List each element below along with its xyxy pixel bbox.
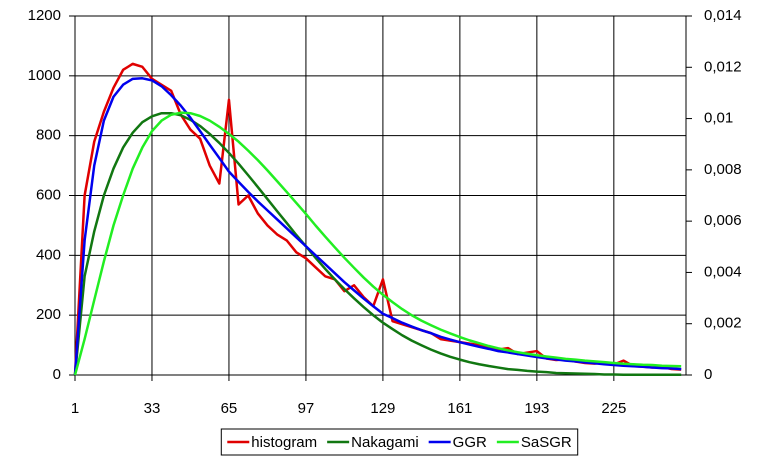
y2-tick-label: 0,004 (704, 263, 742, 280)
x-tick-label: 33 (144, 400, 161, 417)
y2-tick-label: 0,012 (704, 58, 742, 75)
x-tick-label: 161 (447, 400, 472, 417)
x-tick-label: 193 (524, 400, 549, 417)
y-tick-label: 600 (36, 186, 61, 203)
y2-tick-label: 0,006 (704, 212, 742, 229)
series-line (73, 62, 682, 376)
y-tick-label: 400 (36, 246, 61, 263)
series-line (73, 77, 682, 376)
y-tick-label: 800 (36, 127, 61, 144)
legend-label: SaSGR (521, 434, 572, 451)
series-line (73, 111, 682, 376)
y2-tick-label: 0,01 (704, 110, 733, 127)
legend: histogram Nakagami GGR SaSGR (220, 428, 579, 456)
x-tick-label: 65 (221, 400, 238, 417)
x-tick-label: 97 (298, 400, 315, 417)
y2-tick-label: 0,008 (704, 161, 742, 178)
x-tick-label: 225 (601, 400, 626, 417)
y-tick-label: 200 (36, 306, 61, 323)
y-tick-label: 1200 (28, 7, 61, 24)
y2-tick-label: 0,014 (704, 7, 742, 24)
x-tick-label: 1 (71, 400, 79, 417)
y2-tick-label: 0,002 (704, 315, 742, 332)
y2-tick-label: 0 (704, 366, 712, 383)
y-tick-label: 0 (53, 366, 61, 383)
x-tick-label: 129 (370, 400, 395, 417)
legend-label: Nakagami (351, 434, 419, 451)
series-line (73, 111, 682, 376)
legend-label: GGR (453, 434, 487, 451)
y-tick-label: 1000 (28, 67, 61, 84)
legend-label: histogram (251, 434, 317, 451)
